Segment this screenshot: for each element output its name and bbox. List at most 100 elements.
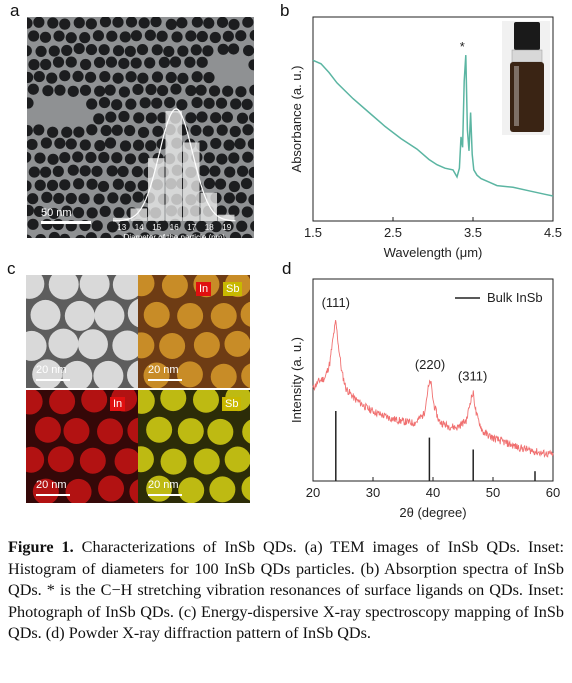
qd-particle bbox=[207, 418, 234, 445]
qd-particle bbox=[40, 166, 52, 178]
qd-particle bbox=[35, 45, 47, 58]
qd-particle bbox=[250, 220, 254, 232]
qd-particle bbox=[93, 113, 105, 125]
qd-particle bbox=[127, 360, 138, 388]
histogram-tick-label: 18 bbox=[205, 223, 214, 232]
qd-particle bbox=[190, 44, 202, 56]
qd-particle bbox=[171, 31, 183, 43]
qd-particle bbox=[94, 140, 106, 152]
qd-particle bbox=[145, 112, 157, 124]
qd-particle bbox=[177, 302, 204, 329]
histogram-bar bbox=[113, 217, 130, 221]
tem-scale-bar bbox=[41, 221, 91, 224]
qd-particle bbox=[137, 180, 149, 192]
qd-particle bbox=[27, 234, 32, 238]
qd-particle bbox=[227, 43, 240, 55]
qd-particle bbox=[79, 32, 91, 44]
tem-scale-label: 50 nm bbox=[41, 207, 72, 219]
qd-particle bbox=[158, 56, 170, 69]
qd-particle bbox=[185, 30, 197, 42]
qd-particle bbox=[111, 152, 123, 164]
qd-particle bbox=[59, 151, 71, 164]
qd-particle bbox=[130, 57, 142, 69]
qd-particle bbox=[26, 275, 45, 299]
qd-particle bbox=[49, 390, 76, 415]
qd-particle bbox=[48, 275, 79, 300]
qd-particle bbox=[216, 153, 228, 165]
qd-particle bbox=[192, 390, 219, 413]
qd-particle bbox=[47, 126, 59, 138]
qd-particle bbox=[217, 43, 229, 55]
qd-particle bbox=[39, 31, 52, 43]
qd-particle bbox=[79, 447, 106, 474]
qd-particle bbox=[124, 180, 136, 192]
qd-particle bbox=[54, 137, 66, 149]
histogram-bar bbox=[165, 111, 182, 221]
qd-particle bbox=[112, 17, 124, 28]
qd-particle bbox=[185, 112, 197, 124]
x-tick-label: 3.5 bbox=[464, 225, 482, 240]
qd-particle bbox=[53, 30, 65, 42]
qd-particle bbox=[94, 300, 125, 331]
x-tick-label: 50 bbox=[486, 485, 500, 500]
qd-particle bbox=[59, 233, 71, 238]
qd-particle bbox=[144, 29, 156, 41]
qd-particle bbox=[84, 71, 97, 83]
map-scale-bar bbox=[148, 379, 182, 381]
qd-particle bbox=[47, 17, 59, 29]
qd-particle bbox=[48, 231, 61, 238]
qd-particle bbox=[113, 207, 125, 219]
qd-particle bbox=[124, 124, 136, 137]
qd-particle bbox=[67, 85, 79, 97]
qd-particle bbox=[120, 193, 132, 205]
map-scale-bar bbox=[36, 494, 70, 496]
qd-particle bbox=[177, 45, 189, 57]
qd-particle bbox=[215, 205, 227, 217]
qd-particle bbox=[63, 418, 90, 445]
qd-particle bbox=[248, 194, 254, 206]
qd-particle bbox=[210, 363, 237, 388]
qd-particle bbox=[191, 96, 203, 109]
histogram-tick-label: 14 bbox=[135, 223, 144, 232]
qd-particle bbox=[119, 31, 131, 43]
qd-particle bbox=[240, 177, 253, 190]
qd-particle bbox=[112, 178, 124, 190]
qd-particle bbox=[86, 207, 98, 219]
qd-particle bbox=[240, 301, 250, 327]
eds-map-overlay: In Sb 20 nm bbox=[138, 275, 250, 388]
qd-particle bbox=[176, 99, 188, 111]
eds-map-gray: 20 nm bbox=[26, 275, 138, 388]
vial-neck bbox=[511, 49, 543, 63]
qd-particle bbox=[79, 84, 92, 96]
qd-particle bbox=[47, 446, 74, 473]
qd-particle bbox=[137, 72, 149, 84]
qd-particle bbox=[40, 137, 52, 149]
qd-particle bbox=[195, 84, 207, 96]
qd-particle bbox=[125, 98, 137, 110]
qd-particle bbox=[91, 165, 103, 177]
qd-particle bbox=[52, 56, 65, 68]
qd-particle bbox=[210, 137, 222, 150]
qd-particle bbox=[62, 360, 93, 388]
qd-particle bbox=[224, 446, 250, 473]
x-axis-title: Wavelength (μm) bbox=[384, 245, 483, 260]
qd-particle bbox=[137, 126, 150, 139]
qd-particle bbox=[99, 205, 111, 217]
histogram-bar bbox=[130, 208, 147, 221]
qd-particle bbox=[222, 220, 234, 232]
qd-particle bbox=[170, 83, 182, 95]
qd-particle bbox=[47, 153, 59, 165]
qd-particle bbox=[61, 44, 73, 57]
qd-particle bbox=[145, 83, 157, 96]
qd-particle bbox=[202, 45, 214, 57]
histogram-tick-label: 17 bbox=[187, 223, 196, 232]
qd-particle bbox=[86, 98, 98, 110]
x-axis-title: 2θ (degree) bbox=[399, 505, 466, 520]
qd-particle bbox=[106, 221, 119, 233]
qd-particle bbox=[79, 165, 91, 177]
qd-particle bbox=[72, 151, 84, 163]
qd-particle bbox=[159, 332, 186, 359]
qd-particle bbox=[48, 45, 60, 57]
qd-particle bbox=[191, 71, 203, 83]
qd-particle bbox=[209, 31, 221, 44]
